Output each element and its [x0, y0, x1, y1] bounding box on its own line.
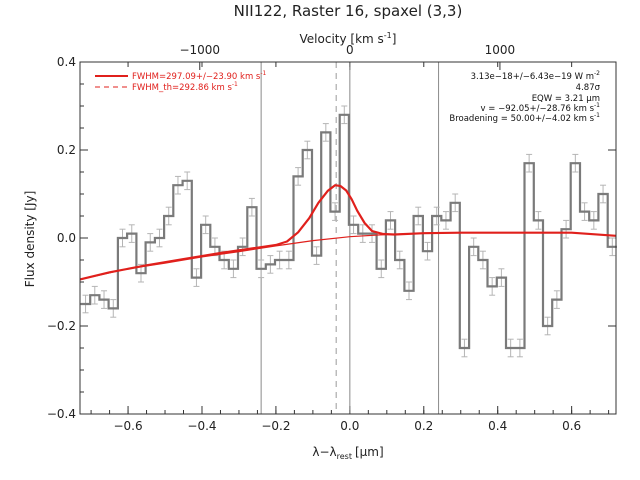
x-tick-label: −0.2 [261, 419, 290, 433]
plot-series [79, 105, 617, 358]
legend-label-fwhm-th: FWHM_th=292.86 km s-1 [132, 81, 238, 93]
x-tick-label: −0.4 [187, 419, 216, 433]
continuum-line [79, 232, 617, 280]
x-tick-label: 0.4 [488, 419, 507, 433]
x-axis-title: λ−λrest [μm] [312, 445, 383, 461]
spectrum-steps [80, 113, 617, 350]
y-tick-label: 0.4 [57, 55, 76, 69]
top-tick-label: 0 [346, 43, 354, 57]
fit-annotations: 3.13e−18+/−6.43e−19 W m-2 4.87σ EQW = 3.… [449, 70, 600, 124]
annotation-velocity: v = −92.05+/−28.76 km s-1 [481, 102, 601, 114]
chart-title: NII122, Raster 16, spaxel (3,3) [234, 2, 463, 20]
x-tick-label: 0.2 [414, 419, 433, 433]
y-tick-label: 0.0 [57, 231, 76, 245]
y-axis-title: Flux density [Jy] [23, 191, 37, 288]
legend: FWHM=297.09+/−23.90 km s-1 FWHM_th=292.8… [95, 70, 267, 93]
top-axis-title: Velocity [km s-1] [300, 31, 397, 46]
annotation-broadening: Broadening = 50.00+/−4.02 km s-1 [449, 112, 600, 124]
y-tick-label: −0.2 [47, 319, 76, 333]
axis-ticks: −0.6 −0.4 −0.2 0.0 0.2 0.4 0.6 −0.4 −0.2 0.0 0.2 0.… [47, 43, 616, 433]
top-tick-label: 1000 [485, 43, 516, 57]
y-tick-label: −0.4 [47, 407, 76, 421]
annotation-eqw: EQW = 3.21 μm [532, 94, 600, 104]
fit-line [79, 184, 617, 281]
x-tick-label: 0.6 [562, 419, 581, 433]
legend-label-fwhm: FWHM=297.09+/−23.90 km s-1 [132, 70, 267, 82]
y-tick-label: 0.2 [57, 143, 76, 157]
plot-frame [79, 61, 617, 415]
x-tick-label: 0.0 [340, 419, 359, 433]
top-tick-label: −1000 [179, 43, 220, 57]
annotation-significance: 4.87σ [576, 83, 601, 93]
x-tick-label: −0.6 [113, 419, 142, 433]
annotation-line-flux: 3.13e−18+/−6.43e−19 W m-2 [471, 70, 601, 82]
